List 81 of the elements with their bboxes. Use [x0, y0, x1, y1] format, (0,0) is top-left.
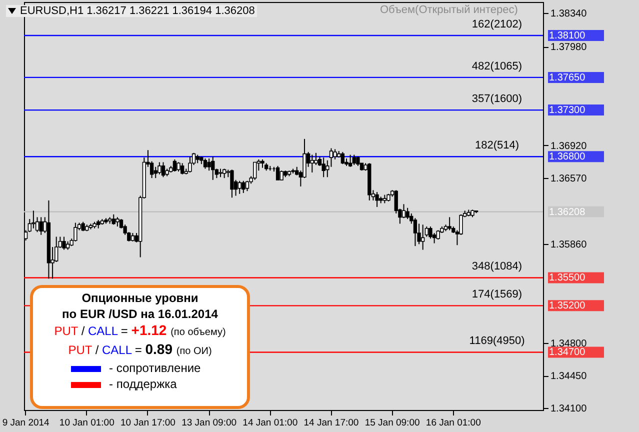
ref-line-label: 1.38100: [549, 30, 586, 42]
candlestick: [310, 154, 314, 173]
annotation: 182(514): [474, 140, 520, 152]
annotation: 1169(4950): [469, 335, 525, 348]
candlestick: [158, 162, 162, 175]
annotation: PUT / CALL = +1.12 (по объему): [54, 322, 226, 338]
candlestick: [32, 210, 36, 229]
y-tick-label: 1.38340: [550, 8, 588, 20]
candlestick: [329, 148, 334, 168]
candlestick: [172, 158, 177, 172]
ref-line-label: 1.35500: [549, 272, 586, 284]
candlestick: [280, 170, 284, 180]
candlestick: [348, 154, 352, 168]
candlestick: [207, 158, 211, 172]
annotation: 174(1569): [472, 288, 522, 301]
candlestick: [436, 230, 440, 240]
y-tick-label: 1.35860: [550, 240, 588, 251]
candlestick: [253, 162, 257, 180]
y-tick-label: 1.34800: [550, 338, 588, 350]
candlestick: [74, 222, 78, 242]
x-tick-label: 9 Jan 2014: [2, 418, 50, 428]
annotation: - поддержка: [108, 376, 178, 392]
y-tick-label: 1.37980: [550, 42, 588, 54]
annotation: Объем(Открытый интерес): [380, 4, 518, 16]
ref-line-label: 1.36800: [549, 152, 586, 163]
candlestick: [333, 148, 337, 160]
candlestick: [242, 180, 246, 194]
annotation: 357(1600): [472, 93, 522, 106]
candlestick: [230, 169, 234, 198]
y-tick-label: 1.36570: [550, 174, 588, 185]
x-tick-label: 10 Jan 01:00: [59, 418, 114, 428]
annotation: 348(1084): [472, 260, 522, 273]
candlestick: [161, 162, 166, 178]
candlestick: [413, 218, 418, 247]
candlestick: [245, 180, 250, 192]
ref-line-label: 1.37650: [549, 72, 586, 84]
candlestick: [203, 158, 208, 170]
y-tick-label: 1.34450: [550, 371, 588, 382]
candlestick: [39, 216, 43, 236]
candlestick: [81, 221, 85, 232]
x-tick-label: 16 Jan 01:00: [426, 418, 481, 428]
ref-line-label: 1.35200: [549, 300, 586, 312]
candlestick: [314, 152, 318, 166]
candlestick: [276, 165, 280, 180]
candlestick: [154, 166, 158, 179]
candlestick: [112, 214, 116, 226]
candlestick: [238, 180, 242, 194]
candlestick: [448, 216, 452, 231]
chart-title: EURUSD,H1 1.36217 1.36221 1.36194 1.36208: [6, 5, 257, 17]
x-tick-label: 13 Jan 09:00: [182, 418, 237, 428]
candlestick: [116, 216, 120, 227]
x-tick-label: 14 Jan 01:00: [242, 418, 298, 428]
candlestick: [222, 168, 226, 179]
annotation: Опционные уровни: [80, 290, 200, 306]
candlestick: [356, 156, 360, 166]
candlestick: [428, 226, 432, 240]
candlestick: [176, 162, 180, 172]
candlestick: [375, 192, 379, 208]
candlestick: [402, 204, 406, 219]
y-tick-label: 1.36920: [550, 140, 588, 152]
annotation: 162(2102): [472, 18, 522, 31]
annotation: по EUR /USD на 16.01.2014: [61, 306, 219, 322]
x-tick-label: 10 Jan 17:00: [120, 418, 176, 428]
ref-line-label: 1.36208: [549, 206, 586, 218]
annotation: PUT / CALL = 0.89 (по ОИ): [68, 341, 212, 357]
x-tick-label: 14 Jan 17:00: [304, 418, 359, 428]
annotation: - сопротивление: [108, 360, 202, 376]
candlestick: [406, 207, 410, 220]
x-tick-label: 15 Jan 09:00: [364, 418, 420, 428]
ref-line-label: 1.34700: [549, 347, 586, 358]
candlestick: [421, 224, 425, 250]
candlestick: [211, 156, 215, 180]
candlestick: [62, 236, 66, 250]
candlestick: [352, 154, 356, 166]
ref-line-label: 1.37300: [549, 105, 586, 116]
candlestick: [188, 156, 192, 173]
y-tick-label: 1.34100: [550, 404, 588, 415]
annotation: 482(1065): [472, 60, 522, 72]
candlestick: [322, 157, 326, 178]
candlestick: [340, 151, 345, 165]
candlestick: [180, 162, 184, 175]
